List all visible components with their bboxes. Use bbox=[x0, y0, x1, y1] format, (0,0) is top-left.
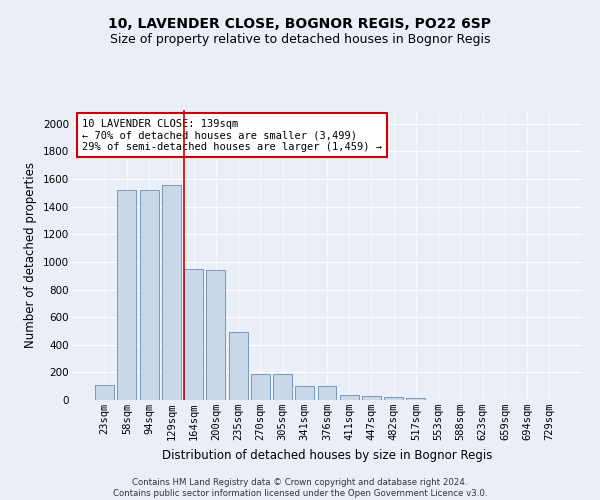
Text: Contains HM Land Registry data © Crown copyright and database right 2024.
Contai: Contains HM Land Registry data © Crown c… bbox=[113, 478, 487, 498]
Bar bbox=[384, 397, 403, 400]
Y-axis label: Number of detached properties: Number of detached properties bbox=[25, 162, 37, 348]
Text: 10 LAVENDER CLOSE: 139sqm
← 70% of detached houses are smaller (3,499)
29% of se: 10 LAVENDER CLOSE: 139sqm ← 70% of detac… bbox=[82, 118, 382, 152]
Text: Size of property relative to detached houses in Bognor Regis: Size of property relative to detached ho… bbox=[110, 32, 490, 46]
Bar bbox=[273, 374, 292, 400]
Bar bbox=[340, 395, 359, 400]
Bar bbox=[184, 269, 203, 400]
X-axis label: Distribution of detached houses by size in Bognor Regis: Distribution of detached houses by size … bbox=[162, 448, 492, 462]
Bar bbox=[162, 184, 181, 400]
Bar bbox=[118, 190, 136, 400]
Bar bbox=[406, 398, 425, 400]
Bar bbox=[251, 374, 270, 400]
Text: 10, LAVENDER CLOSE, BOGNOR REGIS, PO22 6SP: 10, LAVENDER CLOSE, BOGNOR REGIS, PO22 6… bbox=[109, 18, 491, 32]
Bar bbox=[229, 332, 248, 400]
Bar bbox=[295, 386, 314, 400]
Bar bbox=[206, 270, 225, 400]
Bar bbox=[317, 386, 337, 400]
Bar bbox=[95, 385, 114, 400]
Bar bbox=[140, 190, 158, 400]
Bar bbox=[362, 396, 381, 400]
